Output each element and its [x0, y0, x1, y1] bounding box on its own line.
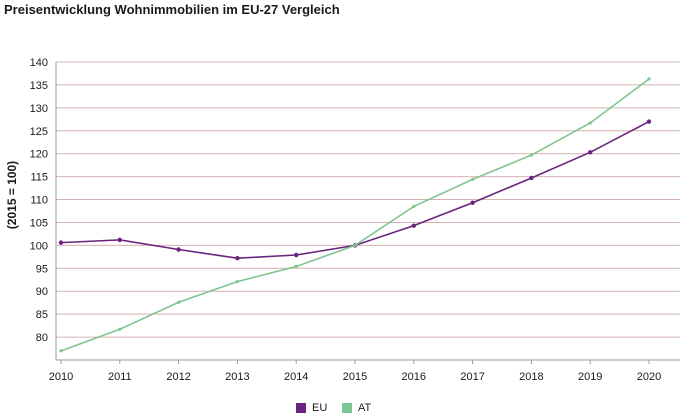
point-eu-2012: [176, 247, 181, 252]
y-tick-115: 115: [30, 172, 48, 184]
legend-label-eu: EU: [312, 402, 328, 414]
x-tick-2014: 2014: [284, 371, 308, 383]
y-tick-140: 140: [30, 57, 48, 69]
series-line-at: [60, 78, 650, 352]
point-eu-2018: [529, 175, 534, 181]
point-at-2016: [412, 204, 416, 209]
x-tick-2016: 2016: [402, 371, 426, 383]
x-tick-2013: 2013: [225, 371, 249, 383]
point-at-2010: [59, 349, 63, 353]
point-at-2013: [235, 280, 239, 284]
y-tick-labels: 80 85 90 95 100 105 110 115 120 125 130 135 140: [30, 57, 48, 344]
legend-item-at: AT: [342, 402, 371, 414]
x-tick-2012: 2012: [166, 371, 190, 383]
y-tick-120: 120: [30, 149, 48, 161]
point-eu-2011: [117, 237, 123, 243]
y-tick-95: 95: [36, 263, 48, 275]
y-tick-80: 80: [36, 332, 48, 344]
point-eu-2013: [235, 256, 240, 261]
series-lines: [58, 77, 652, 353]
y-tick-110: 110: [30, 195, 48, 207]
point-eu-2019: [588, 150, 593, 155]
y-tick-135: 135: [30, 80, 48, 92]
point-at-2012: [177, 300, 181, 304]
legend-swatch-at: [342, 403, 352, 413]
y-tick-125: 125: [30, 126, 48, 138]
y-tick-130: 130: [30, 103, 48, 115]
point-at-2017: [471, 177, 475, 181]
point-at-2020: [647, 77, 651, 81]
point-eu-2017: [470, 200, 475, 205]
y-tick-100: 100: [30, 240, 48, 252]
point-at-2018: [529, 153, 534, 157]
point-at-2011: [118, 327, 122, 331]
chart-title: Preisentwicklung Wohnimmobilien im EU-27…: [4, 2, 340, 17]
series-line-eu: [60, 120, 650, 260]
y-tick-105: 105: [30, 217, 48, 229]
legend-swatch-eu: [296, 403, 306, 413]
y-tick-90: 90: [36, 286, 48, 298]
x-tick-2010: 2010: [49, 371, 73, 383]
point-eu-2010: [58, 240, 64, 245]
point-eu-2020: [646, 119, 652, 124]
legend-label-at: AT: [358, 402, 372, 414]
x-tick-2015: 2015: [343, 371, 367, 383]
point-at-2015: [353, 243, 357, 247]
x-tick-2011: 2011: [108, 371, 132, 383]
point-eu-2016: [411, 223, 416, 228]
x-tick-labels: 2010 2011 2012 2013 2014 2015 2016 2017 2018 2019…: [49, 360, 661, 383]
point-at-2019: [588, 121, 592, 125]
x-tick-2017: 2017: [460, 371, 484, 383]
y-tick-85: 85: [36, 309, 48, 321]
legend-item-eu: EU: [296, 402, 327, 414]
line-chart: 80 85 90 95 100 105 110 115 120 125 130 135 140 2010…: [30, 57, 680, 383]
point-eu-2014: [294, 252, 299, 258]
x-tick-2020: 2020: [637, 371, 661, 383]
x-tick-2018: 2018: [519, 371, 543, 383]
x-tick-2019: 2019: [578, 371, 602, 383]
gridlines: [55, 61, 680, 361]
point-at-2014: [294, 264, 298, 269]
